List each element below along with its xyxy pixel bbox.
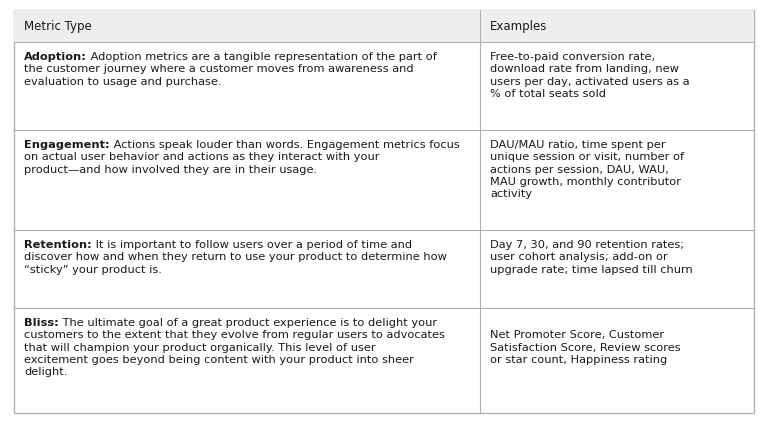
Text: the customer journey where a customer moves from awareness and: the customer journey where a customer mo… xyxy=(24,64,414,74)
Text: actions per session, DAU, WAU,: actions per session, DAU, WAU, xyxy=(490,165,669,175)
Text: Satisfaction Score, Review scores: Satisfaction Score, Review scores xyxy=(490,343,680,353)
Text: product—and how involved they are in their usage.: product—and how involved they are in the… xyxy=(24,165,317,175)
Text: Day 7, 30, and 90 retention rates;: Day 7, 30, and 90 retention rates; xyxy=(490,240,684,250)
Text: user cohort analysis; add-on or: user cohort analysis; add-on or xyxy=(490,252,667,262)
Text: evaluation to usage and purchase.: evaluation to usage and purchase. xyxy=(24,77,221,87)
Text: Net Promoter Score, Customer: Net Promoter Score, Customer xyxy=(490,330,664,340)
Text: Free-to-paid conversion rate,: Free-to-paid conversion rate, xyxy=(490,52,655,62)
Text: Examples: Examples xyxy=(490,19,548,33)
Text: Actions speak louder than words. Engagement metrics focus: Actions speak louder than words. Engagem… xyxy=(110,140,459,150)
Text: users per day, activated users as a: users per day, activated users as a xyxy=(490,77,690,87)
Text: The ultimate goal of a great product experience is to delight your: The ultimate goal of a great product exp… xyxy=(58,318,437,328)
Text: % of total seats sold: % of total seats sold xyxy=(490,89,606,99)
Text: excitement goes beyond being content with your product into sheer: excitement goes beyond being content wit… xyxy=(24,355,414,365)
Text: Adoption metrics are a tangible representation of the part of: Adoption metrics are a tangible represen… xyxy=(87,52,437,62)
Text: Bliss:: Bliss: xyxy=(24,318,58,328)
Text: upgrade rate; time lapsed till churn: upgrade rate; time lapsed till churn xyxy=(490,265,693,275)
Text: It is important to follow users over a period of time and: It is important to follow users over a p… xyxy=(91,240,412,250)
Text: customers to the extent that they evolve from regular users to advocates: customers to the extent that they evolve… xyxy=(24,330,445,340)
Text: discover how and when they return to use your product to determine how: discover how and when they return to use… xyxy=(24,252,447,262)
Text: delight.: delight. xyxy=(24,367,68,377)
Text: Adoption:: Adoption: xyxy=(24,52,87,62)
Text: download rate from landing, new: download rate from landing, new xyxy=(490,64,679,74)
Text: unique session or visit, number of: unique session or visit, number of xyxy=(490,152,684,162)
Text: Retention:: Retention: xyxy=(24,240,91,250)
Text: Engagement:: Engagement: xyxy=(24,140,110,150)
Text: Metric Type: Metric Type xyxy=(24,19,91,33)
Text: activity: activity xyxy=(490,189,532,199)
Text: “sticky” your product is.: “sticky” your product is. xyxy=(24,265,162,275)
Text: or star count, Happiness rating: or star count, Happiness rating xyxy=(490,355,667,365)
Text: on actual user behavior and actions as they interact with your: on actual user behavior and actions as t… xyxy=(24,152,379,162)
Text: DAU/MAU ratio, time spent per: DAU/MAU ratio, time spent per xyxy=(490,140,666,150)
Bar xyxy=(14,10,754,42)
Text: MAU growth, monthly contributor: MAU growth, monthly contributor xyxy=(490,177,681,187)
Text: that will champion your product organically. This level of user: that will champion your product organica… xyxy=(24,343,376,353)
